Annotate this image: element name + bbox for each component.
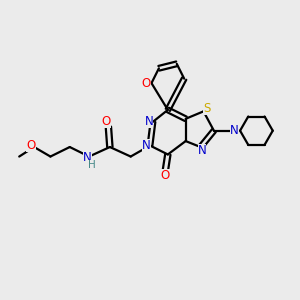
Text: H: H [88, 160, 96, 170]
Text: N: N [145, 115, 154, 128]
Text: S: S [203, 103, 210, 116]
Text: O: O [161, 169, 170, 182]
Text: O: O [142, 76, 151, 90]
Text: N: N [83, 151, 92, 164]
Text: N: N [230, 124, 239, 136]
Text: N: N [198, 144, 206, 158]
Text: N: N [142, 139, 151, 152]
Text: O: O [101, 115, 111, 128]
Text: O: O [26, 139, 36, 152]
